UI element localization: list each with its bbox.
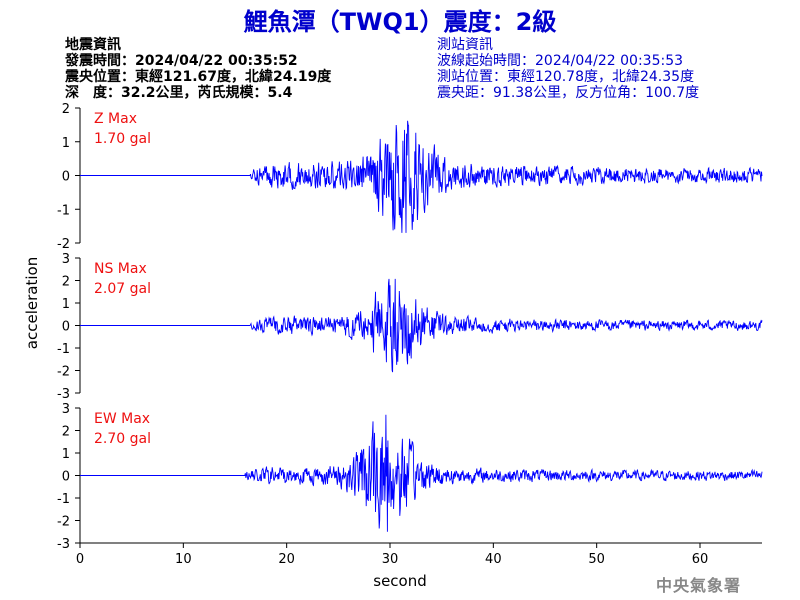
station-location: 測站位置：東經120.78度，北緯24.35度: [437, 69, 695, 85]
y-tick-label: 1: [62, 297, 70, 312]
y-tick-label: -1: [57, 203, 70, 218]
y-tick-label: 1: [62, 136, 70, 151]
y-tick-label: 0: [62, 320, 70, 335]
origin-time: 發震時間：2024/04/22 00:35:52: [65, 53, 298, 69]
distance-azimuth: 震央距：91.38公里，反方位角：100.7度: [437, 85, 700, 101]
x-tick-label: 0: [76, 552, 84, 567]
y-tick-label: -1: [57, 492, 70, 507]
y-tick-label: -3: [57, 387, 70, 402]
station-info: 測站資訊 波線起始時間：2024/04/22 00:35:53 測站位置：東經1…: [437, 37, 699, 101]
y-tick-label: 3: [62, 402, 70, 417]
y-tick-label: 0: [62, 470, 70, 485]
y-tick-label: -2: [57, 515, 70, 530]
max-value-ns: 2.07 gal: [94, 281, 151, 297]
y-tick-label: 2: [62, 275, 70, 290]
x-tick-label: 40: [485, 552, 502, 567]
waveform-ns: [80, 278, 763, 373]
max-value-z: 1.70 gal: [94, 131, 151, 147]
depth-magnitude: 深 度：32.2公里，芮氏規模：5.4: [65, 85, 293, 101]
y-tick-label: -1: [57, 342, 70, 357]
max-label-ns: NS Max: [94, 261, 147, 277]
x-tick-label: 30: [382, 552, 399, 567]
y-tick-label: -3: [57, 537, 70, 552]
y-tick-label: 0: [62, 170, 70, 185]
y-tick-label: -2: [57, 365, 70, 380]
waveform-z: [80, 120, 763, 233]
y-tick-label: -2: [57, 237, 70, 252]
epicenter-location: 震央位置：東經121.67度，北緯24.19度: [65, 69, 332, 85]
max-label-z: Z Max: [94, 111, 137, 127]
station-info-heading: 測站資訊: [437, 37, 493, 53]
waveform-ew: [80, 414, 763, 532]
x-tick-label: 20: [278, 552, 295, 567]
max-value-ew: 2.70 gal: [94, 431, 151, 447]
y-tick-label: 1: [62, 447, 70, 462]
wave-start-time: 波線起始時間：2024/04/22 00:35:53: [437, 53, 684, 69]
y-tick-label: 3: [62, 252, 70, 267]
x-axis-label: second: [373, 572, 427, 590]
x-tick-label: 50: [588, 552, 605, 567]
earthquake-info: 地震資訊 發震時間：2024/04/22 00:35:52 震央位置：東經121…: [65, 37, 331, 101]
y-axis-label: acceleration: [23, 257, 41, 349]
y-tick-label: 2: [62, 102, 70, 117]
x-tick-label: 60: [692, 552, 709, 567]
x-tick-label: 10: [175, 552, 192, 567]
y-tick-label: 2: [62, 425, 70, 440]
agency-footer: 中央氣象署: [656, 576, 742, 595]
chart-title: 鯉魚潭（TWQ1）震度：2級: [243, 8, 557, 36]
earthquake-info-heading: 地震資訊: [65, 37, 121, 53]
max-label-ew: EW Max: [94, 411, 150, 427]
